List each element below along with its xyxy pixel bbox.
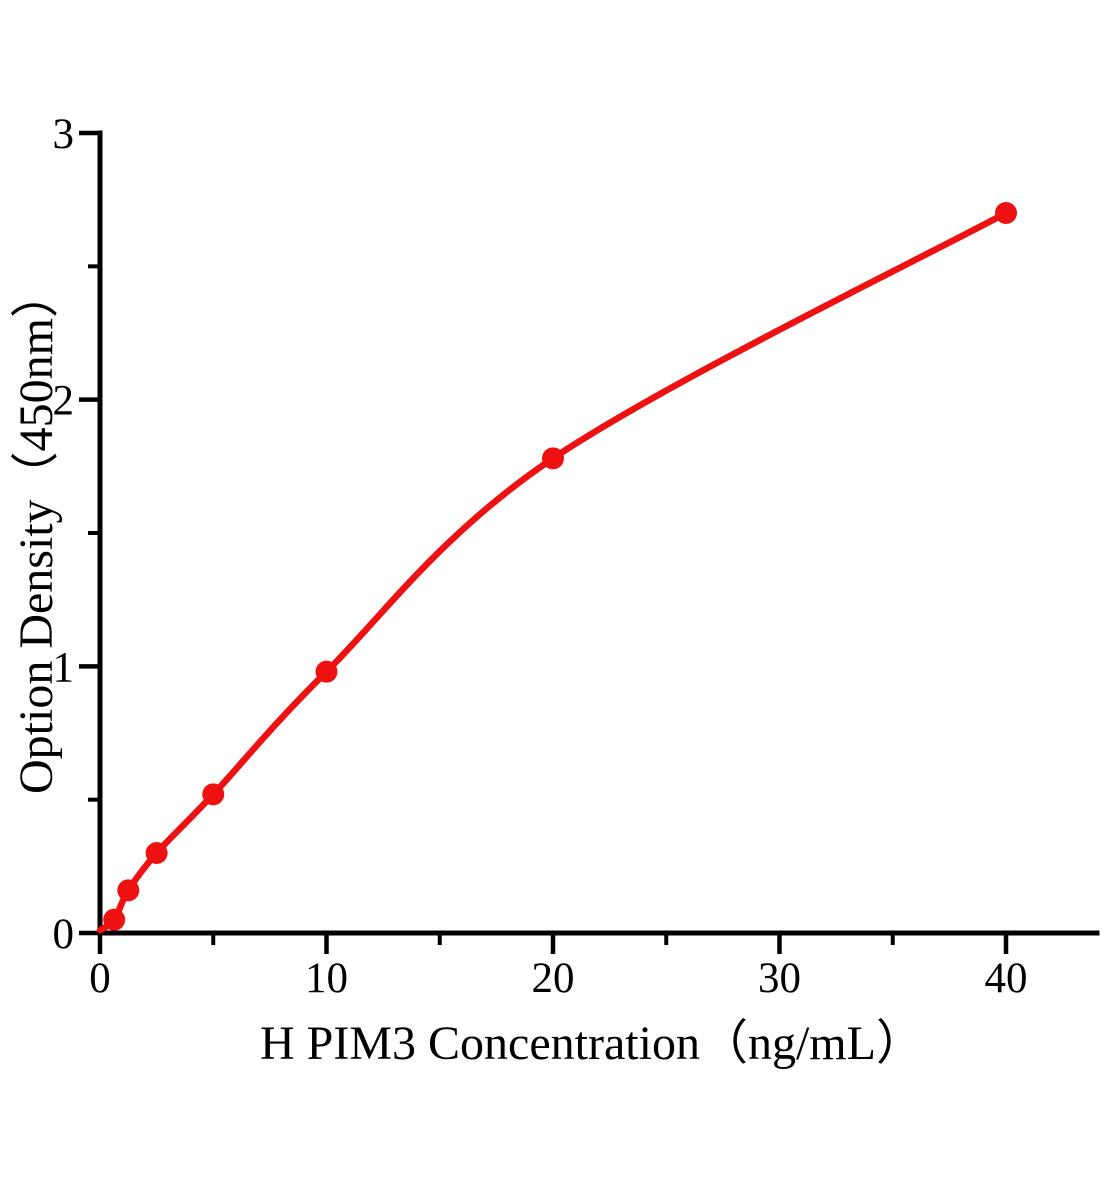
data-point	[145, 842, 168, 864]
y-tick-label: 2	[53, 378, 75, 425]
y-tick-label: 0	[53, 911, 75, 958]
x-axis-title: H PIM3 Concentration（ng/mL）	[260, 1017, 924, 1070]
x-tick-label: 10	[305, 955, 348, 1002]
x-tick-label: 30	[758, 955, 801, 1002]
data-point	[315, 660, 338, 683]
x-tick-label: 40	[985, 955, 1028, 1002]
y-tick-label: 1	[53, 644, 75, 691]
fit-curve	[96, 209, 1010, 934]
x-tick-label: 0	[89, 955, 111, 1002]
data-point	[202, 783, 225, 806]
axes-layer: 0 10 20 30 40 0 1 2 3	[53, 111, 1100, 1002]
data-point	[103, 908, 126, 931]
data-point	[542, 447, 564, 470]
data-point	[995, 202, 1017, 224]
y-tick-label: 3	[53, 111, 75, 158]
data-point	[117, 879, 140, 902]
y-axis-title: Option Density（450nm）	[10, 270, 63, 794]
fit-curve-series	[96, 202, 1017, 934]
x-tick-label: 20	[532, 955, 575, 1002]
